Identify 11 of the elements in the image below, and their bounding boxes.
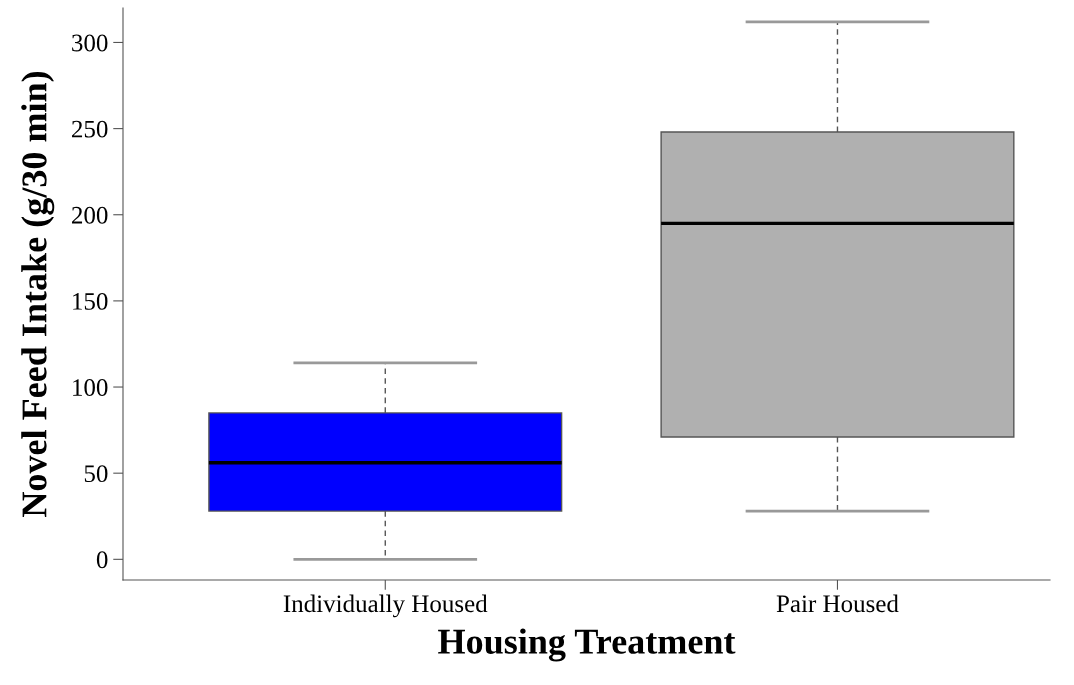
y-tick-label: 150 bbox=[73, 292, 108, 310]
y-tick-label: 250 bbox=[72, 120, 108, 138]
x-axis-title: Housing Treatment bbox=[438, 628, 736, 662]
y-tick-label: 100 bbox=[73, 379, 108, 396]
y-axis-title: Novel Feed Intake (g/30 min) bbox=[21, 71, 55, 517]
x-tick-label: Individually Housed bbox=[283, 594, 488, 618]
y-tick-label: 50 bbox=[84, 465, 108, 483]
y-tick-label: 300 bbox=[72, 34, 108, 52]
x-tick-label: Pair Housed bbox=[776, 594, 899, 613]
y-tick-label: 200 bbox=[72, 206, 108, 224]
y-tick-label: 0 bbox=[96, 551, 108, 569]
